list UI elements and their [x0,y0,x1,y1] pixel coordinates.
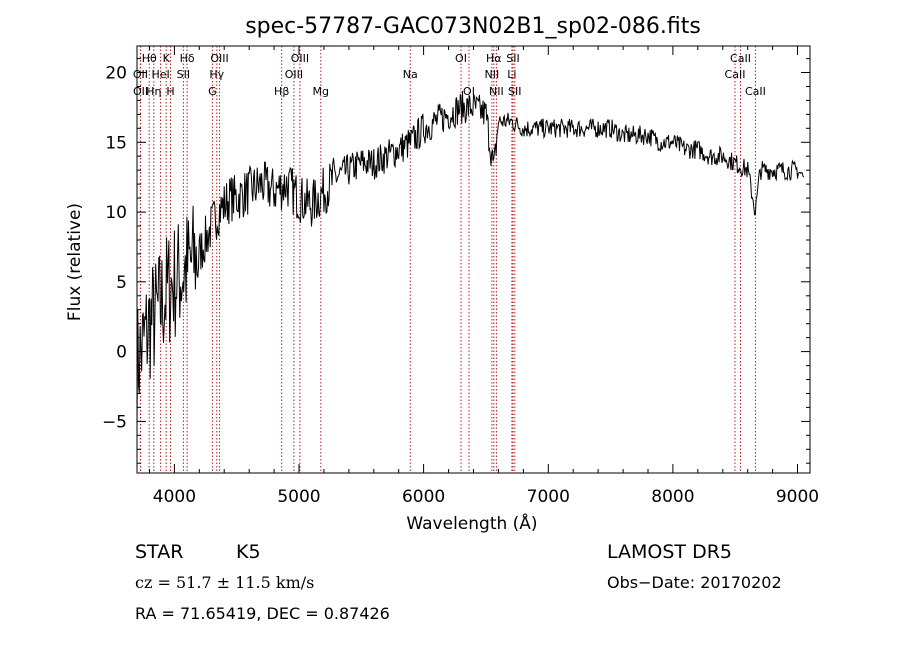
marker-label: K [163,52,171,65]
x-axis-label: Wavelength (Å) [406,512,537,534]
emission-line-markers [139,46,756,473]
x-tick-label: 9000 [776,487,819,507]
y-tick-label: 5 [116,273,127,293]
marker-label: Na [403,68,418,81]
x-tick-label: 8000 [651,487,694,507]
marker-label: OIII [285,68,303,81]
marker-label: Hη [146,85,161,98]
marker-label: Hγ [209,68,224,81]
marker-label: OIII [210,52,228,65]
class-label: STAR [135,541,184,563]
obs-date: Obs−Date: 20170202 [607,573,782,592]
marker-label: Mg [313,85,329,98]
y-tick-label: −5 [102,412,127,432]
marker-label: OII [133,68,148,81]
marker-label: H [166,85,174,98]
coordinates: RA = 71.65419, DEC = 0.87426 [135,604,390,623]
cz-value: cz = 51.7 ± 11.5 km/s [135,573,315,592]
marker-label: Hθ [142,52,157,65]
marker-label: G [208,85,217,98]
marker-label: Li [507,68,516,81]
marker-label: OIII [291,52,309,65]
marker-label: NII [489,85,504,98]
y-axis-ticks: −5 0 5 10 15 20 [102,58,810,464]
x-tick-label: 7000 [527,487,570,507]
marker-label: SII [508,85,521,98]
x-tick-label: 4000 [153,487,196,507]
marker-label: NII [485,68,500,81]
marker-label: CaII [725,68,746,81]
marker-label: Hδ [180,52,195,65]
marker-label: Hα [486,52,502,65]
x-axis-ticks: 4000 5000 6000 7000 8000 9000 [149,46,819,507]
spectrum-line [136,90,805,429]
y-tick-label: 0 [116,343,127,363]
x-tick-label: 5000 [277,487,320,507]
y-tick-label: 15 [105,133,127,153]
marker-label: SII [177,68,190,81]
marker-label: SII [506,52,519,65]
chart-title: spec-57787-GAC073N02B1_sp02-086.fits [245,14,701,39]
y-tick-label: 10 [105,203,127,223]
plot-frame [136,45,811,474]
survey-label: LAMOST DR5 [607,541,732,563]
marker-label: OI [455,52,467,65]
marker-label: CaII [745,85,766,98]
y-axis-label: Flux (relative) [65,203,85,321]
y-tick-label: 20 [105,64,127,84]
marker-label: OI [463,85,475,98]
marker-label: CaII [730,52,751,65]
marker-label: HeI [151,68,169,81]
subclass-label: K5 [236,541,261,563]
x-tick-label: 6000 [402,487,445,507]
marker-label: Hβ [274,85,289,98]
